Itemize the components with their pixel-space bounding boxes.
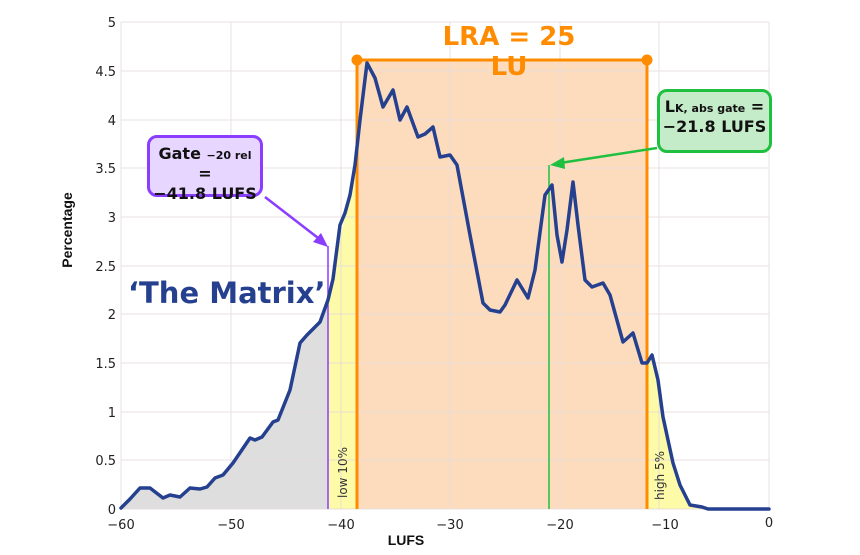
svg-text:−60: −60 xyxy=(107,518,134,533)
svg-text:4: 4 xyxy=(108,114,116,129)
svg-text:1.5: 1.5 xyxy=(95,357,116,372)
gate-arrow xyxy=(264,196,323,242)
svg-text:1: 1 xyxy=(108,406,116,421)
svg-text:−30: −30 xyxy=(436,518,463,533)
svg-text:0: 0 xyxy=(108,503,116,518)
svg-text:3.5: 3.5 xyxy=(95,162,116,177)
high-5-region xyxy=(647,355,708,509)
svg-text:−20: −20 xyxy=(546,518,573,533)
lk-callout: LK, abs gate = −21.8 LUFS xyxy=(657,89,772,153)
svg-text:−10: −10 xyxy=(651,518,678,533)
lk-callout-eq: = xyxy=(750,97,765,116)
gate-arrowhead xyxy=(313,233,328,247)
lra-right-dot xyxy=(641,54,653,66)
matrix-loudness-curve xyxy=(119,61,771,511)
series-title-label: ‘The Matrix’ xyxy=(128,276,326,310)
gate-callout-eq: = xyxy=(198,164,212,183)
lk-arrow xyxy=(559,146,658,165)
lra-label: LRA = 25 LU xyxy=(442,22,576,82)
gate-callout-value: −41.8 LUFS xyxy=(153,184,257,203)
svg-text:0.5: 0.5 xyxy=(95,454,116,469)
low-10-region xyxy=(328,160,357,509)
high-5-label: high 5% xyxy=(653,451,667,500)
svg-text:−50: −50 xyxy=(217,518,244,533)
below-gate-area xyxy=(121,303,328,509)
lk-arrowhead xyxy=(550,157,565,169)
gate-callout-sub: −20 rel xyxy=(206,149,252,162)
svg-text:2.5: 2.5 xyxy=(95,260,116,275)
gate-callout: Gate −20 rel = −41.8 LUFS xyxy=(147,135,263,203)
svg-text:2: 2 xyxy=(108,308,116,323)
y-axis-title: Percentage xyxy=(59,192,75,268)
svg-text:0: 0 xyxy=(765,516,773,531)
x-axis-ticks: −60 −50 −40 −30 −20 −10 0 xyxy=(107,516,773,533)
svg-text:−40: −40 xyxy=(327,518,354,533)
x-axis-title: LUFS xyxy=(388,532,425,548)
lk-callout-main: L xyxy=(664,97,675,116)
svg-text:4.5: 4.5 xyxy=(95,65,116,80)
y-axis-ticks: 0 0.5 1 1.5 2 2.5 3 3.5 4 4.5 5 xyxy=(95,16,116,518)
svg-text:3: 3 xyxy=(108,211,116,226)
gate-callout-main: Gate xyxy=(158,144,201,163)
low-10-label: low 10% xyxy=(336,447,350,498)
lk-callout-sub: K, abs gate xyxy=(674,102,746,115)
lra-left-dot xyxy=(351,54,363,66)
lk-callout-value: −21.8 LUFS xyxy=(662,117,767,136)
svg-text:5: 5 xyxy=(108,16,116,31)
